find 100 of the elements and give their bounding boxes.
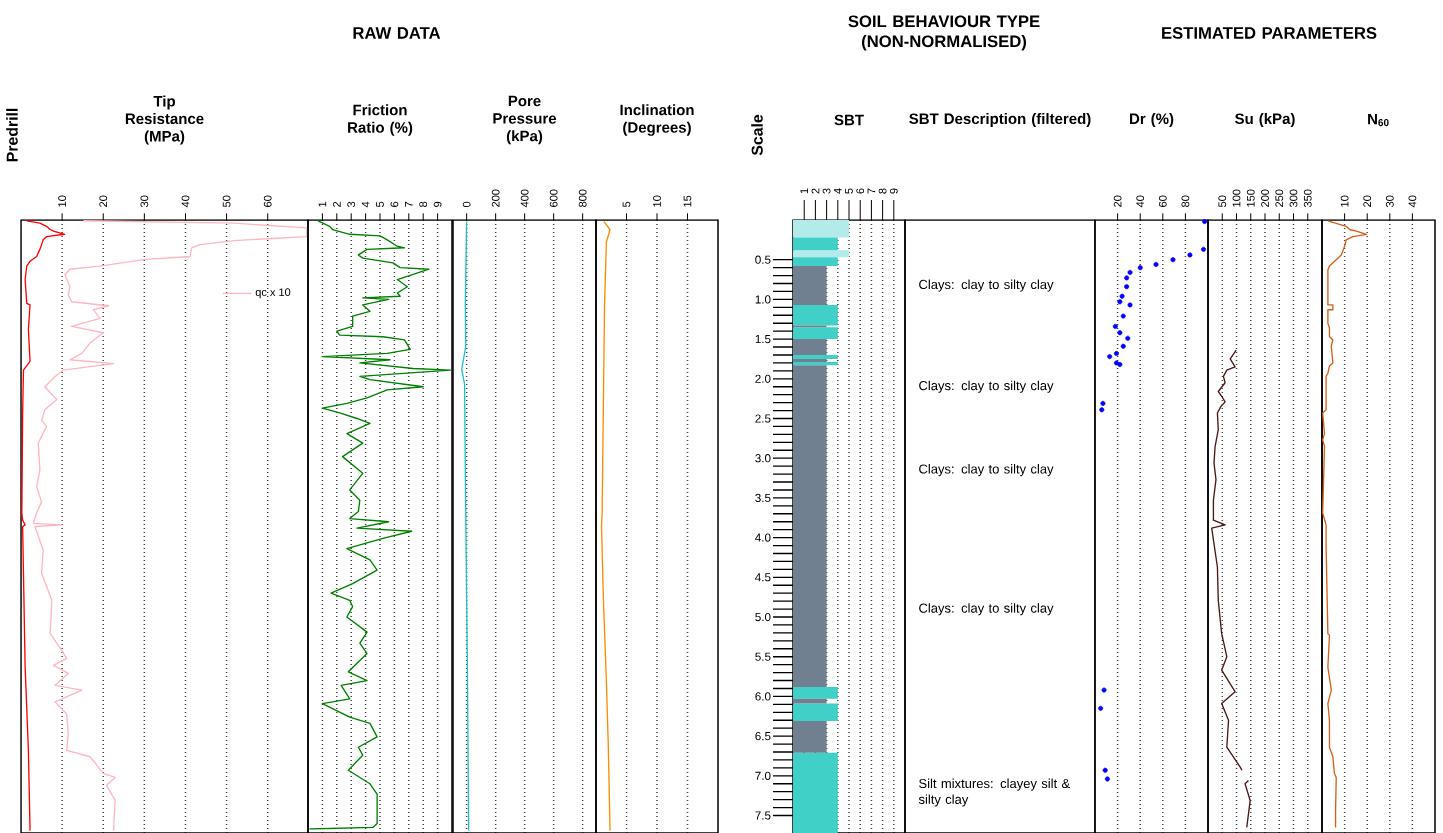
x-tick-label: 50: [222, 195, 231, 207]
point: [1170, 257, 1176, 263]
x-tick-label: 10: [1340, 195, 1349, 207]
point: [1102, 767, 1108, 773]
x-tick-label: 4: [834, 188, 842, 194]
x-axis-title: Su (kPa): [1235, 113, 1295, 127]
point: [1112, 323, 1118, 329]
x-axis-title: Dr (%): [1130, 113, 1174, 127]
chart-title: RAW DATA: [353, 27, 441, 39]
x-tick-label: 60: [1158, 195, 1167, 207]
point: [1125, 335, 1131, 341]
point: [1124, 284, 1130, 290]
x-tick-label: 800: [578, 189, 587, 207]
text: Clays: clay to silty clay: [919, 464, 1054, 477]
point: [1127, 302, 1133, 308]
x-tick-label: 300: [1289, 189, 1298, 208]
text: Silt mixtures: clayey silt & silty clay: [918, 778, 1070, 807]
x-tick-label: 5: [622, 201, 631, 207]
text: SBT Description (filtered): [909, 113, 1091, 127]
point: [1202, 219, 1208, 225]
point: [1153, 261, 1159, 267]
x-tick-label: 4: [361, 201, 370, 208]
text: Clays: clay to silty clay: [919, 279, 1054, 292]
x-tick-label: 20: [99, 195, 108, 207]
point: [1098, 705, 1104, 711]
x-tick-label: 7: [405, 201, 413, 207]
point: [1127, 269, 1133, 275]
point: [1187, 252, 1193, 258]
y-tick-label: 1.5: [755, 335, 771, 344]
x-tick-label: 3: [822, 188, 831, 194]
x-tick-label: 50: [1218, 195, 1227, 207]
x-tick-label: 200: [491, 189, 500, 207]
x-axis-title: Friction Ratio (%): [348, 104, 413, 136]
y-tick-label: 2.0: [755, 374, 771, 383]
x-tick-label: 400: [520, 189, 529, 208]
x-tick-label: 8: [419, 201, 428, 207]
x-tick-label: 10: [653, 195, 661, 207]
point: [1113, 350, 1119, 356]
x-axis-title: SBT: [834, 114, 864, 126]
x-tick-label: 7: [867, 188, 876, 194]
x-tick-label: 15: [683, 195, 692, 207]
text: Clays: clay to silty clay: [919, 603, 1054, 616]
y-tick-label: 6.5: [755, 732, 771, 741]
point: [1099, 407, 1105, 413]
legend-label: qc x 10: [255, 288, 291, 299]
y-axis-title: Predrill: [6, 108, 18, 162]
y-tick-label: 6.0: [755, 692, 771, 701]
y-tick-label: 7.0: [755, 771, 771, 780]
y-tick-label: 0.5: [755, 255, 771, 264]
point: [1117, 330, 1123, 336]
x-tick-label: 40: [1136, 195, 1145, 208]
x-tick-label: 3: [347, 201, 356, 208]
x-tick-label: 2: [332, 201, 341, 207]
y-axis-title: Scale: [751, 114, 763, 156]
x-tick-label: 5: [845, 188, 853, 194]
point: [1100, 400, 1106, 406]
y-tick-label: 3.5: [755, 493, 771, 503]
point: [1120, 343, 1126, 349]
point: [1117, 299, 1123, 305]
x-tick-label: 8: [878, 188, 887, 194]
y-tick-label: 2.5: [755, 414, 771, 423]
text: SOIL BEHAVIOUR TYPE (NON-NORMALISED): [848, 15, 1040, 51]
x-tick-label: 0: [462, 201, 471, 208]
x-tick-label: 1: [800, 188, 808, 194]
y-tick-label: 4.5: [755, 573, 771, 582]
x-tick-label: 1: [318, 201, 327, 207]
x-tick-label: 40: [1408, 195, 1417, 208]
point: [1119, 293, 1125, 299]
point: [1120, 313, 1126, 319]
y-tick-label: 3.0: [755, 454, 771, 463]
y-tick-label: 1.0: [755, 295, 771, 304]
x-tick-label: 9: [889, 188, 898, 194]
point: [1101, 687, 1107, 693]
chart-title: ESTIMATED PARAMETERS: [1162, 27, 1377, 39]
point: [1200, 246, 1206, 252]
x-tick-label: 30: [140, 195, 149, 208]
x-tick-label: 10: [58, 195, 67, 207]
y-tick-label: 4.0: [755, 533, 771, 542]
y-tick-label: 5.0: [755, 612, 771, 622]
point: [1104, 776, 1110, 782]
y-tick-label: 5.5: [755, 652, 771, 661]
x-axis-title: Tip Resistance (MPa): [125, 95, 204, 145]
x-tick-label: 30: [1385, 195, 1394, 208]
point: [1107, 354, 1113, 360]
x-axis-title: Pore Pressure (kPa): [493, 95, 557, 145]
x-tick-label: 2: [811, 188, 820, 194]
x-tick-label: 40: [181, 195, 190, 208]
x-tick-label: 9: [433, 201, 442, 207]
x-tick-label: 100: [1232, 189, 1241, 207]
x-tick-label: 20: [1363, 195, 1372, 207]
point: [1124, 275, 1130, 281]
y-tick-label: 7.5: [755, 811, 771, 820]
x-tick-label: 200: [1261, 189, 1269, 207]
x-tick-label: 60: [263, 195, 272, 207]
point: [1137, 265, 1143, 271]
x-tick-label: 80: [1181, 195, 1190, 207]
x-tick-label: 6: [390, 201, 399, 207]
x-tick-label: 600: [549, 189, 558, 207]
point: [1117, 362, 1123, 368]
x-tick-label: 150: [1246, 189, 1255, 207]
